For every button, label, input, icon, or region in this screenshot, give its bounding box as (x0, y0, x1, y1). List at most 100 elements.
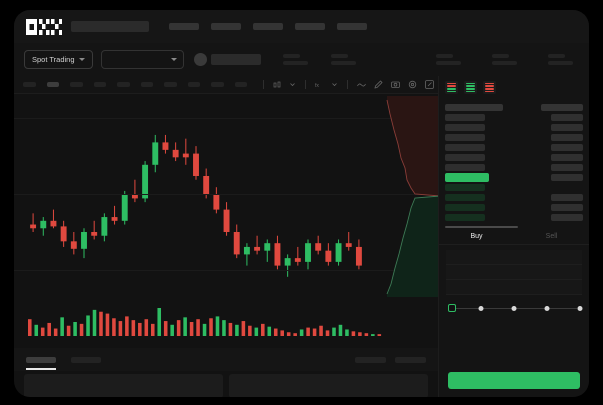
order-form-fields (439, 245, 589, 295)
bottom-panel-right[interactable] (229, 374, 428, 397)
orderbook-and-order-panel: Buy Sell (438, 76, 589, 397)
candlestick-chart[interactable] (14, 94, 438, 302)
orderbook-price-cell (445, 143, 485, 151)
market-stats-group (282, 54, 356, 65)
orderbook-price-cell (445, 163, 485, 171)
orderbook-row[interactable] (445, 122, 583, 132)
orderbook-header-row[interactable] (445, 102, 583, 112)
logo-letter-x (51, 18, 62, 35)
orderbook-size-cell (551, 193, 583, 201)
search-input[interactable] (71, 21, 149, 32)
timeframe-4h[interactable] (140, 82, 154, 87)
orderbook-size-cell (551, 163, 583, 171)
slider-stop-50[interactable] (511, 305, 517, 311)
amount-field[interactable] (446, 265, 582, 280)
orderbook-row[interactable] (445, 192, 583, 202)
nav-item-3[interactable] (253, 23, 283, 30)
total-field[interactable] (446, 280, 582, 295)
tab-assets[interactable] (355, 356, 386, 363)
timeframe-5m[interactable] (46, 82, 60, 87)
price-field[interactable] (446, 250, 582, 265)
orderbook-mode-bids[interactable] (464, 81, 477, 94)
chevron-down-icon (78, 58, 85, 61)
pencil-icon[interactable] (374, 80, 383, 89)
timeframe-1h[interactable] (117, 82, 130, 87)
orderbook-row[interactable] (445, 142, 583, 152)
volume-chart (14, 302, 438, 348)
market-type-label: Spot Trading (32, 55, 75, 64)
nav-item-2[interactable] (211, 23, 241, 30)
timeframe-1w[interactable] (187, 82, 201, 87)
timeframe-1mo[interactable] (211, 82, 224, 87)
slider-stop-25[interactable] (478, 305, 484, 311)
chart-gridline (14, 270, 438, 271)
tab-buy[interactable]: Buy (439, 233, 514, 240)
bottom-tabs-bar (14, 348, 438, 371)
trading-pair-select[interactable] (100, 50, 184, 69)
orderbook-mode-asks[interactable] (483, 81, 496, 94)
chevron-down-icon[interactable] (289, 81, 296, 88)
stat-24h-low (436, 54, 461, 65)
stat-24h-change (282, 54, 308, 65)
stat-value (436, 61, 461, 65)
bottom-tabs-right (355, 356, 426, 363)
orderbook-scrollbar[interactable] (445, 226, 518, 228)
orderbook-row[interactable] (445, 202, 583, 212)
orderbook-mode-both[interactable] (445, 81, 458, 94)
tab-order-history[interactable] (71, 356, 101, 363)
orderbook-row[interactable] (445, 162, 583, 172)
slider-stop-100[interactable] (577, 305, 583, 311)
timeframe-30m[interactable] (93, 82, 107, 87)
stat-value (548, 61, 573, 65)
nav-item-1[interactable] (169, 23, 199, 30)
orderbook-row[interactable] (445, 172, 583, 182)
timeframe-1d[interactable] (164, 82, 177, 87)
orderbook-size-cell (551, 173, 583, 181)
candlestick-type-icon[interactable] (273, 81, 281, 89)
stat-24h-high (330, 54, 356, 65)
tab-sell[interactable]: Sell (514, 233, 589, 240)
orderbook-size-cell (551, 213, 583, 221)
fullscreen-icon[interactable] (425, 80, 434, 89)
buy-submit-button[interactable] (448, 372, 580, 389)
orderbook-row[interactable] (445, 132, 583, 142)
percent-slider[interactable] (448, 304, 583, 313)
stat-value (282, 61, 308, 65)
timeframe-more[interactable] (234, 82, 248, 87)
orderbook-size-cell (551, 113, 583, 121)
slider-handle[interactable] (448, 304, 456, 312)
nav-item-4[interactable] (295, 23, 325, 30)
chart-gridline (14, 118, 438, 119)
orderbook-size-cell (551, 203, 583, 211)
chevron-down-icon[interactable] (331, 81, 338, 88)
slider-stop-75[interactable] (544, 305, 550, 311)
stat-24h-turnover (548, 54, 573, 65)
camera-icon[interactable] (391, 80, 400, 89)
indicator-icon[interactable]: fx (315, 81, 323, 89)
chart-toolbar: fx (14, 76, 438, 94)
logo-letter-o (26, 18, 37, 35)
timeframe-1m[interactable] (23, 82, 36, 87)
orderbook-row[interactable] (445, 182, 583, 192)
timeframe-15m[interactable] (70, 82, 83, 87)
market-type-dropdown[interactable]: Spot Trading (24, 50, 93, 69)
bottom-panel-left[interactable] (24, 374, 223, 397)
line-tool-icon[interactable] (357, 81, 366, 89)
logo-letter-k (38, 18, 50, 35)
orderbook-row[interactable] (445, 152, 583, 162)
orderbook-current-price (445, 172, 489, 182)
gear-icon[interactable] (408, 80, 417, 89)
okx-logo-icon[interactable] (26, 18, 62, 35)
orderbook-row[interactable] (445, 112, 583, 122)
toolbar-divider (347, 80, 348, 89)
orderbook-mode-switcher (439, 76, 589, 99)
toolbar-divider (305, 80, 307, 89)
orderbook-price-cell (445, 203, 485, 211)
nav-item-5[interactable] (337, 23, 367, 30)
tab-tools[interactable] (395, 356, 426, 363)
app-screen: Spot Trading (14, 10, 589, 397)
tab-open-orders[interactable] (26, 356, 56, 370)
orderbook-rows[interactable] (439, 99, 589, 222)
orderbook-row[interactable] (445, 212, 583, 222)
